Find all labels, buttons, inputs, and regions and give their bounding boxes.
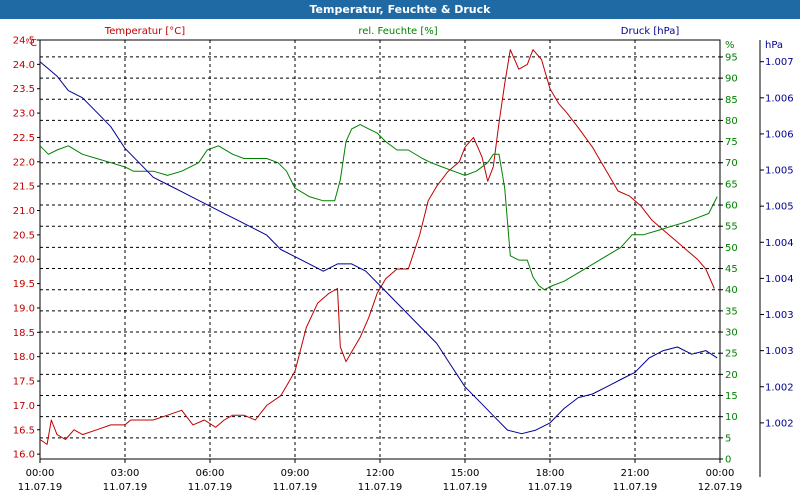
pressure-tick-label: 1.003 [765, 310, 794, 321]
pressure-tick-label: 1.005 [765, 202, 794, 213]
time-tick-label: 21:00 [621, 468, 650, 479]
pressure-tick-label: 1.005 [765, 166, 794, 177]
chart-grid [40, 40, 720, 459]
humidity-tick-label: 5 [725, 433, 731, 444]
humidity-tick-label: 40 [725, 285, 738, 296]
date-tick-label: 11.07.19 [443, 482, 488, 493]
pressure-tick-label: 1.004 [765, 274, 794, 285]
date-tick-label: 11.07.19 [358, 482, 403, 493]
time-tick-label: 18:00 [536, 468, 565, 479]
temperature-axis: 16.0 16.5 17.0 17.5 18.0 18.5 19.0 19.5 20.0 20.5… [13, 36, 40, 461]
humidity-tick-label: 10 [725, 412, 738, 423]
temperature-tick-label: 23.5 [13, 84, 35, 95]
time-axis: 00:00 11.07.19 03:00 11.07.19 06:00 11.07.19 0… [18, 459, 743, 493]
time-tick-label: 12:00 [366, 468, 395, 479]
series-layer [39, 49, 718, 445]
window-title: Temperatur, Feuchte & Druck [0, 0, 800, 19]
humidity-tick-label: 25 [725, 349, 738, 360]
temperature-tick-label: 21.5 [13, 182, 35, 193]
time-tick-label: 06:00 [196, 468, 225, 479]
temperature-tick-label: 24.5 [13, 36, 35, 47]
humidity-tick-label: 0 [725, 455, 731, 466]
temperature-tick-label: 20.0 [13, 255, 35, 266]
humidity-tick-label: 75 [725, 137, 738, 148]
unit-humidity: % [725, 40, 735, 51]
chart-canvas: 16.0 16.5 17.0 17.5 18.0 18.5 19.0 19.5 20.0 20.5… [13, 26, 794, 493]
temperature-tick-label: 19.0 [13, 303, 35, 314]
temperature-tick-label: 22.5 [13, 133, 35, 144]
pressure-tick-label: 1.003 [765, 346, 794, 357]
temperature-tick-label: 23.0 [13, 109, 35, 120]
temperature-tick-label: 17.5 [13, 377, 35, 388]
legend-humidity: rel. Feuchte [%] [358, 26, 437, 37]
time-tick-label: 03:00 [111, 468, 140, 479]
legend-pressure: Druck [hPa] [621, 26, 680, 37]
humidity-tick-label: 45 [725, 264, 738, 275]
temperature-tick-label: 16.0 [13, 450, 35, 461]
humidity-tick-label: 60 [725, 201, 738, 212]
pressure-tick-label: 1.004 [765, 238, 794, 249]
humidity-tick-label: 90 [725, 74, 738, 85]
humidity-tick-label: 55 [725, 222, 738, 233]
humidity-tick-label: 35 [725, 306, 738, 317]
date-tick-label: 11.07.19 [18, 482, 63, 493]
humidity-tick-label: 85 [725, 95, 738, 106]
series-temperature-line [39, 49, 715, 445]
pressure-tick-label: 1.007 [765, 57, 794, 68]
temperature-tick-label: 22.0 [13, 157, 35, 168]
humidity-tick-label: 20 [725, 370, 738, 381]
temperature-tick-label: 21.0 [13, 206, 35, 217]
unit-pressure: hPa [765, 40, 783, 51]
humidity-tick-label: 70 [725, 158, 738, 169]
pressure-tick-label: 1.002 [765, 382, 794, 393]
legend-temperature: Temperatur [°C] [104, 26, 185, 37]
temperature-tick-label: 18.5 [13, 328, 35, 339]
date-tick-label: 11.07.19 [103, 482, 148, 493]
temperature-tick-label: 17.0 [13, 401, 35, 412]
temperature-tick-label: 19.5 [13, 279, 35, 290]
humidity-tick-label: 80 [725, 116, 738, 127]
pressure-tick-label: 1.002 [765, 418, 794, 429]
temperature-tick-label: 20.5 [13, 230, 35, 241]
humidity-tick-label: 15 [725, 391, 738, 402]
series-pressure-line [39, 61, 718, 435]
temperature-tick-label: 24.0 [13, 60, 35, 71]
humidity-tick-label: 95 [725, 52, 738, 63]
date-tick-label: 11.07.19 [188, 482, 233, 493]
humidity-axis: 0 5 10 15 20 25 30 35 40 45 50 55 60 65 70 75 80 85 90 95 [720, 52, 738, 466]
humidity-tick-label: 65 [725, 179, 738, 190]
pressure-tick-label: 1.006 [765, 93, 794, 104]
date-tick-label: 12.07.19 [698, 482, 743, 493]
time-tick-label: 00:00 [26, 468, 55, 479]
series-humidity-line [39, 124, 718, 291]
temperature-tick-label: 16.5 [13, 425, 35, 436]
time-tick-label: 15:00 [451, 468, 480, 479]
pressure-tick-label: 1.006 [765, 129, 794, 140]
date-tick-label: 11.07.19 [613, 482, 658, 493]
pressure-axis: 1.002 1.002 1.003 1.003 1.004 1.004 1.005 1.005… [759, 40, 794, 477]
humidity-tick-label: 30 [725, 328, 738, 339]
humidity-tick-label: 50 [725, 243, 738, 254]
date-tick-label: 11.07.19 [273, 482, 318, 493]
date-tick-label: 11.07.19 [528, 482, 573, 493]
unit-temperature: °C [25, 38, 37, 49]
time-tick-label: 09:00 [281, 468, 310, 479]
temperature-tick-label: 18.0 [13, 352, 35, 363]
time-tick-label: 00:00 [706, 468, 735, 479]
